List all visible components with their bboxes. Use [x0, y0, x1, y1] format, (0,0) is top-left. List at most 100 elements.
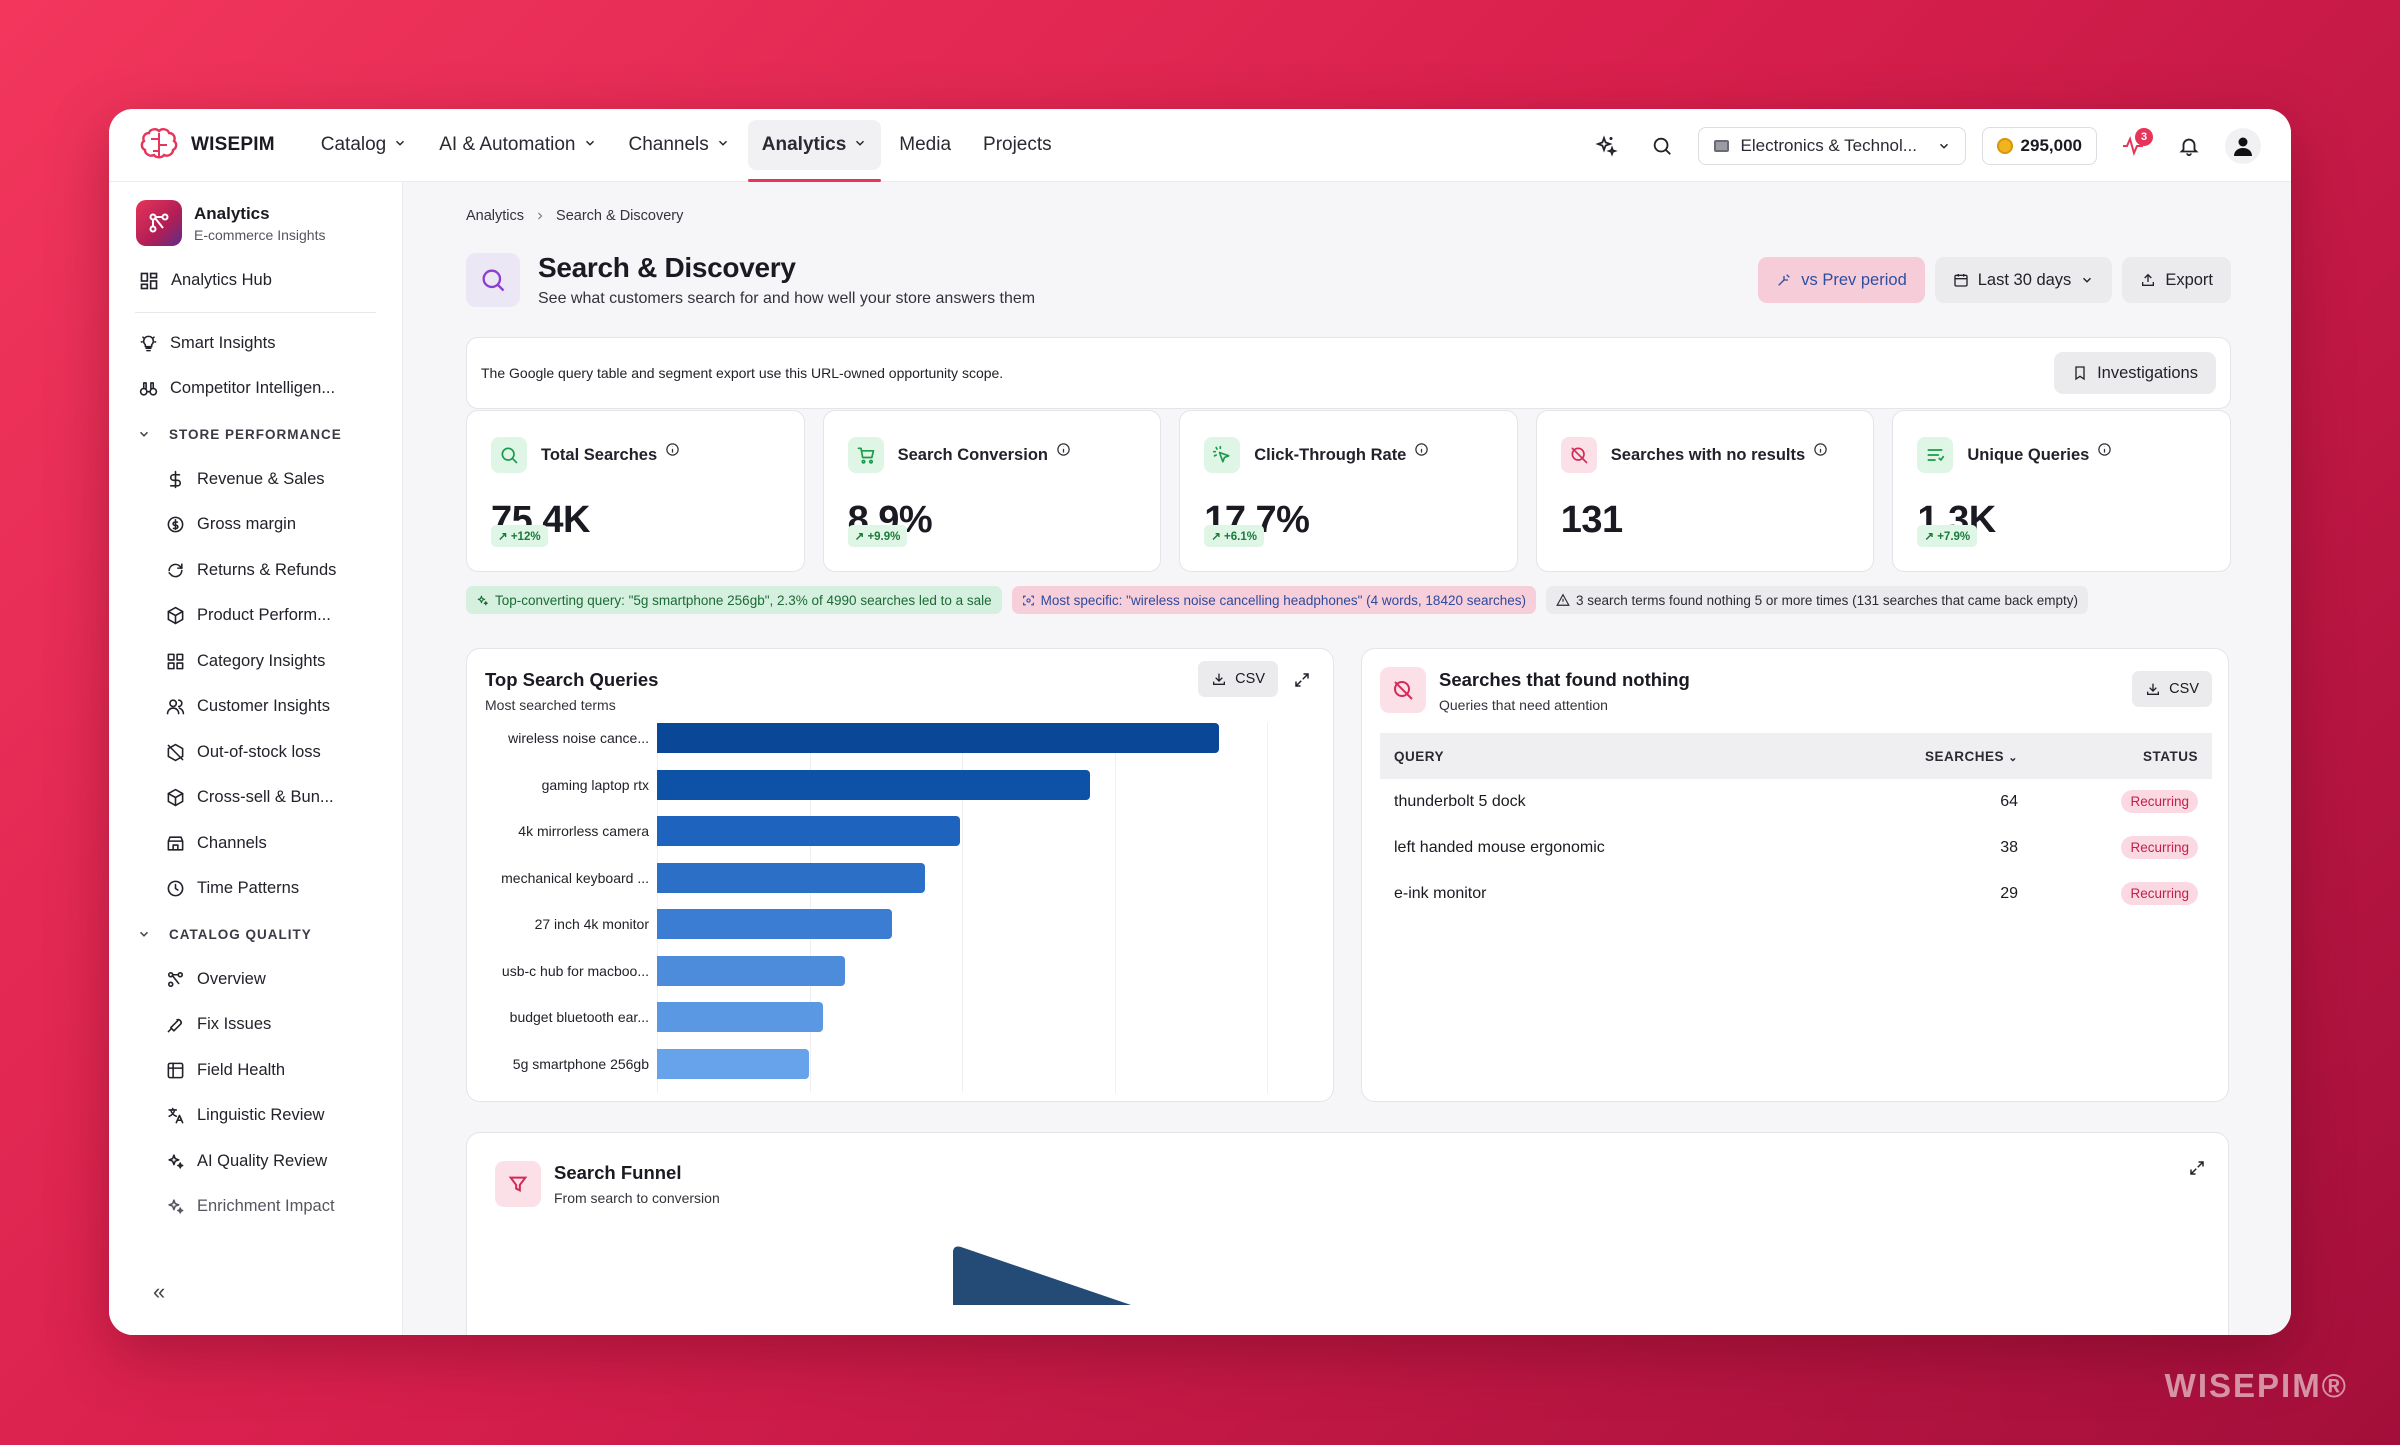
table-header-row: QUERY SEARCHES ⌄ STATUS: [1380, 733, 2212, 779]
nav-analytics[interactable]: Analytics: [747, 120, 882, 182]
sidebar-item-smart-insights[interactable]: Smart Insights: [109, 321, 402, 367]
csv-download-button[interactable]: CSV: [2132, 671, 2212, 707]
grid-line: [809, 723, 811, 1093]
nav-projects[interactable]: Projects: [969, 120, 1066, 170]
sidebar-item-fix-issues[interactable]: Fix Issues: [109, 1002, 402, 1048]
kpi-card-unique-queries[interactable]: Unique Queries 1.3K ↗ +7.9%: [1892, 410, 2231, 572]
ai-sparkle-icon[interactable]: [1586, 126, 1626, 166]
nav-channels[interactable]: Channels: [615, 120, 744, 170]
info-icon[interactable]: [1414, 442, 1429, 462]
kpi-header: Search Conversion: [847, 437, 1137, 473]
sidebar-item-label: Field Health: [197, 1060, 286, 1079]
bar[interactable]: [657, 816, 961, 846]
sidebar-item-analytics-hub[interactable]: Analytics Hub: [109, 258, 402, 304]
scope-text: The Google query table and segment expor…: [481, 365, 1004, 381]
nav-label: Media: [899, 134, 952, 155]
sidebar-item-returns-refunds[interactable]: Returns & Refunds: [109, 548, 402, 594]
kpi-card-search-conversion[interactable]: Search Conversion 8.9% ↗ +9.9%: [822, 410, 1162, 572]
sidebar-item-ai-quality-review[interactable]: AI Quality Review: [109, 1139, 402, 1185]
card-subtitle: Queries that need attention: [1439, 697, 1608, 713]
sidebar-item-product-perform[interactable]: Product Perform...: [109, 593, 402, 639]
chevron-down-icon: [139, 931, 149, 937]
compare-icon: [1778, 274, 1791, 286]
sidebar-item-field-health[interactable]: Field Health: [109, 1048, 402, 1094]
sidebar-item-label: Product Perform...: [197, 606, 331, 625]
sidebar-item-label: Analytics Hub: [171, 271, 272, 290]
kpi-card-total-searches[interactable]: Total Searches 75.4K ↗ +12%: [466, 410, 805, 572]
card-title: Searches that found nothing: [1439, 669, 1690, 690]
kpi-header: Searches with no results: [1560, 437, 1850, 473]
bar[interactable]: [657, 723, 1219, 753]
sidebar-item-cross-sell-bun[interactable]: Cross-sell & Bun...: [109, 775, 402, 821]
bar[interactable]: [657, 1002, 824, 1032]
sidebar-item-out-of-stock-loss[interactable]: Out-of-stock loss: [109, 730, 402, 776]
kpi-card-click-through-rate[interactable]: Click-Through Rate 17.7% ↗ +6.1%: [1179, 410, 1518, 572]
info-icon[interactable]: [2097, 442, 2112, 462]
table-row[interactable]: left handed mouse ergonomic 38 Recurring: [1380, 825, 2212, 871]
column-searches[interactable]: SEARCHES ⌄: [1822, 733, 2022, 779]
info-icon[interactable]: [1056, 442, 1071, 462]
insight-chip[interactable]: Most specific: "wireless noise cancellin…: [1011, 586, 1536, 614]
sidebar-item-linguistic-review[interactable]: Linguistic Review: [109, 1093, 402, 1139]
kpi-delta-badge: ↗ +12%: [491, 525, 548, 547]
credits-balance[interactable]: 295,000: [1981, 126, 2097, 165]
sidebar-item-enrichment-impact[interactable]: Enrichment Impact: [109, 1184, 402, 1230]
activity-button[interactable]: 3: [2113, 126, 2153, 166]
table-row[interactable]: thunderbolt 5 dock 64 Recurring: [1380, 779, 2212, 825]
collapse-sidebar-button[interactable]: «: [153, 1279, 166, 1304]
sidebar-item-competitor-intelligen[interactable]: Competitor Intelligen...: [109, 366, 402, 412]
section-catalog-quality[interactable]: CATALOG QUALITY: [109, 912, 402, 957]
info-icon[interactable]: [665, 442, 680, 462]
bell-icon[interactable]: [2169, 126, 2209, 166]
insight-chip[interactable]: 3 search terms found nothing 5 or more t…: [1546, 586, 2088, 614]
sidebar-item-overview[interactable]: Overview: [109, 957, 402, 1003]
expand-icon[interactable]: [1293, 671, 1311, 694]
page-subtitle: See what customers search for and how we…: [538, 290, 1036, 307]
date-range-select[interactable]: Last 30 days: [1934, 257, 2113, 303]
sidebar-item-label: Returns & Refunds: [197, 560, 337, 579]
app-window: WISEPIM Catalog AI & Automation Channels An…: [109, 109, 2291, 1335]
nav-media[interactable]: Media: [885, 120, 965, 170]
bar[interactable]: [657, 955, 845, 986]
sidebar-item-customer-insights[interactable]: Customer Insights: [109, 684, 402, 730]
info-icon[interactable]: [1813, 442, 1828, 462]
column-status[interactable]: STATUS: [2143, 748, 2198, 764]
breadcrumb-analytics[interactable]: Analytics: [466, 208, 525, 224]
column-label: SEARCHES: [1925, 748, 2005, 764]
bar[interactable]: [657, 1048, 810, 1079]
bar[interactable]: [657, 769, 1091, 800]
expand-icon[interactable]: [2188, 1159, 2206, 1182]
kpi-label: Searches with no results: [1610, 445, 1806, 464]
compare-prev-period-button[interactable]: vs Prev period: [1758, 257, 1925, 303]
search-icon[interactable]: [1642, 126, 1682, 166]
brand-logo[interactable]: WISEPIM: [139, 127, 275, 163]
kpi-label: Click-Through Rate: [1254, 445, 1407, 464]
insight-chip[interactable]: Top-converting query: "5g smartphone 256…: [466, 586, 1002, 614]
sidebar-item-time-patterns[interactable]: Time Patterns: [109, 866, 402, 912]
section-store-performance[interactable]: STORE PERFORMANCE: [109, 412, 402, 457]
bar[interactable]: [657, 862, 926, 893]
bar[interactable]: [657, 909, 892, 939]
sidebar-item-label: Customer Insights: [197, 697, 330, 716]
table-row[interactable]: e-ink monitor 29 Recurring: [1380, 871, 2212, 917]
chevron-down-icon: [2083, 277, 2092, 283]
sidebar-item-channels[interactable]: Channels: [109, 821, 402, 867]
notification-count-badge: 3: [2135, 127, 2153, 146]
column-query[interactable]: QUERY: [1394, 748, 1445, 764]
calendar-icon: [1954, 274, 1968, 287]
sidebar-item-gross-margin[interactable]: Gross margin: [109, 502, 402, 548]
export-label: Export: [2165, 270, 2213, 289]
credits-value: 295,000: [2020, 135, 2082, 155]
kpi-card-searches-with-no-results[interactable]: Searches with no results 131: [1535, 410, 1875, 572]
sidebar-item-label: Category Insights: [197, 651, 326, 670]
nav-catalog[interactable]: Catalog: [307, 120, 422, 170]
status-cell: Recurring: [2022, 825, 2212, 871]
csv-download-button[interactable]: CSV: [1198, 661, 1278, 697]
store-selector[interactable]: Electronics & Technol...: [1697, 126, 1966, 165]
export-button[interactable]: Export: [2122, 257, 2231, 303]
investigations-button[interactable]: Investigations: [2054, 352, 2216, 394]
sidebar-item-category-insights[interactable]: Category Insights: [109, 639, 402, 685]
sidebar-item-revenue-sales[interactable]: Revenue & Sales: [109, 457, 402, 503]
user-avatar[interactable]: [2225, 127, 2261, 164]
nav-ai-automation[interactable]: AI & Automation: [425, 120, 610, 170]
